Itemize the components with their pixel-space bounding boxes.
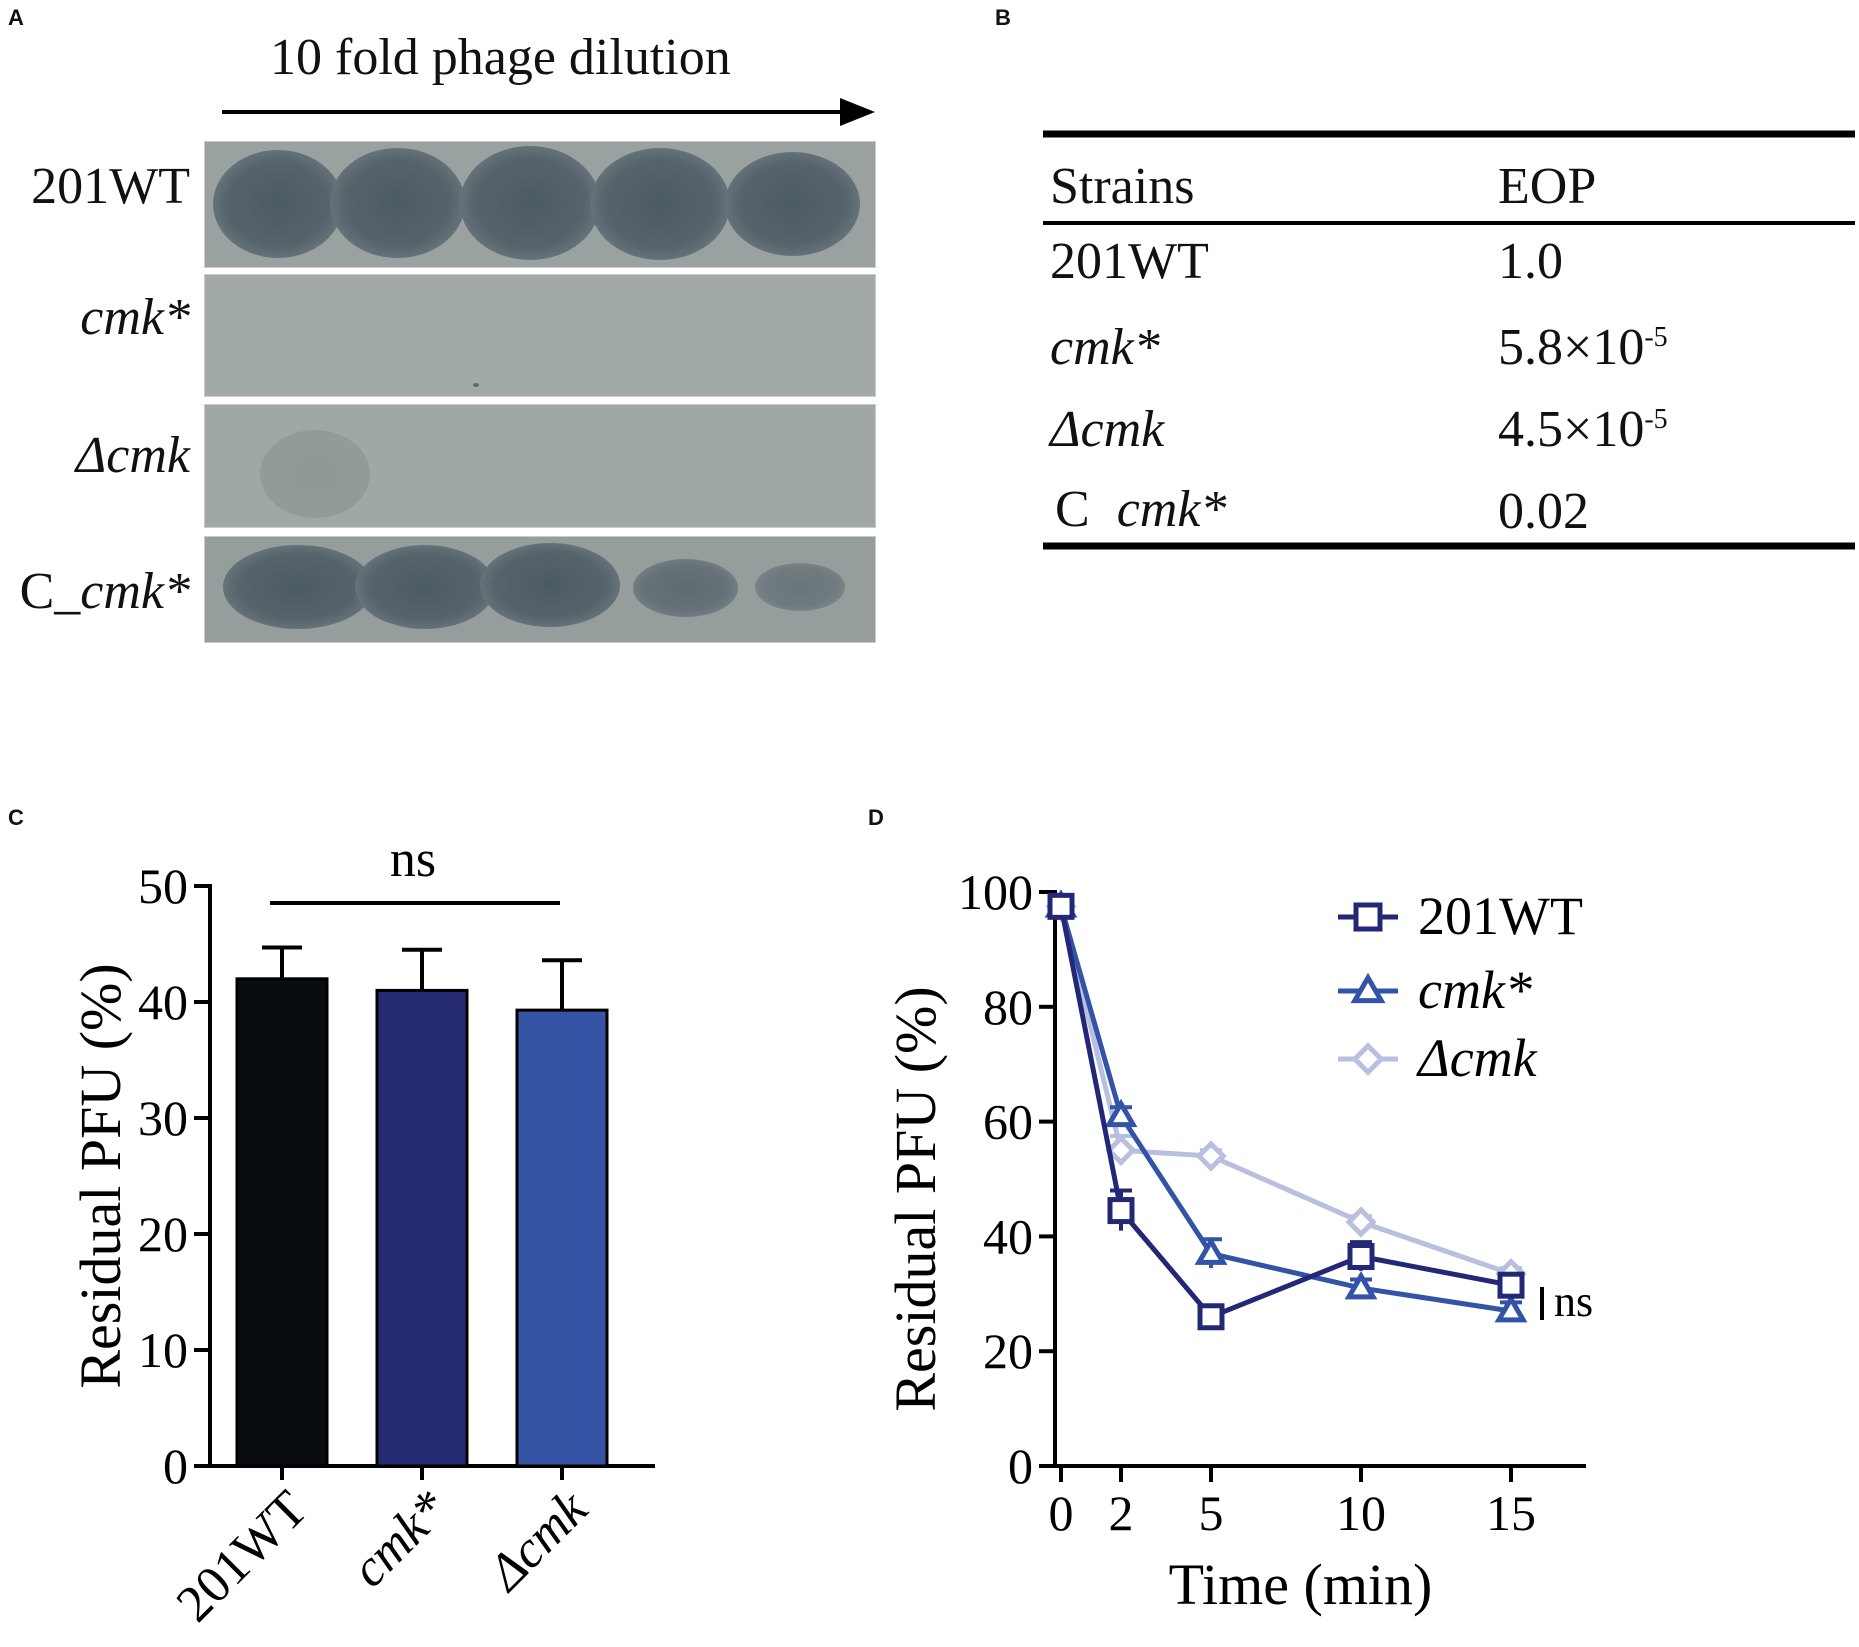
bar: [375, 988, 469, 1468]
y-tick-label: 20: [138, 1206, 188, 1262]
x-tick-label: 2: [1109, 1485, 1134, 1541]
panel-b-letter: B: [995, 5, 1011, 30]
data-point: [1347, 1242, 1375, 1270]
data-point: [1344, 1270, 1378, 1300]
strain-label-prefix: C_: [19, 563, 81, 620]
panel-c-letter: C: [8, 805, 24, 830]
table-row-eop: 4.5×10-5: [1498, 401, 1668, 458]
y-tick-label: 30: [138, 1090, 188, 1146]
plate-c-cmk: [204, 536, 876, 643]
x-tick-label: 5: [1199, 1485, 1224, 1541]
legend-label: cmk*: [1418, 960, 1532, 1020]
data-point: [1194, 1236, 1228, 1265]
legend-marker: [1353, 902, 1383, 932]
strain-label-delta-cmk: Δcmk: [75, 427, 190, 484]
strain-label-italic: cmk*: [80, 563, 190, 620]
bar: [515, 1008, 609, 1468]
data-point: [1345, 1206, 1377, 1238]
plaque-spot: [223, 545, 373, 629]
y-axis-title: Residual PFU (%): [883, 986, 948, 1411]
plaque-spot: [725, 152, 860, 256]
table-header-eop: EOP: [1498, 158, 1597, 215]
plate-cmk: [204, 274, 876, 397]
y-tick-label: 0: [163, 1438, 188, 1494]
plaque-spot: [460, 146, 600, 260]
bar-chart-c: 0 10 20 30 40 50 201WT cmk* Δcmk ns Residual PFU (…: [68, 831, 655, 1633]
legend-marker: [1350, 972, 1386, 1004]
y-tick-label: 40: [983, 1208, 1033, 1264]
significance-label: ns: [1554, 1277, 1593, 1326]
plate-201wt: [204, 141, 876, 268]
data-point: [1107, 1197, 1135, 1225]
y-tick-label: 40: [138, 974, 188, 1030]
y-tick-label: 80: [983, 979, 1033, 1035]
y-axis-title: Residual PFU (%): [68, 963, 133, 1388]
y-tick-label: 0: [1008, 1438, 1033, 1494]
plaque-spot: [633, 559, 738, 617]
data-point: [1104, 1098, 1138, 1128]
data-point: [1197, 1303, 1225, 1331]
plaque-spot: [590, 148, 730, 260]
x-tick-label: 201WT: [166, 1480, 319, 1633]
bar: [235, 977, 329, 1468]
plaque-spot: [213, 150, 343, 258]
dilution-arrow: [222, 98, 875, 126]
table-row-strain: Δcmk: [1050, 401, 1165, 458]
y-tick-label: 100: [958, 864, 1033, 920]
table-row-eop: 5.8×10-5: [1498, 319, 1668, 376]
faint-plaque-spot: [260, 430, 370, 518]
data-point: [1497, 1271, 1525, 1299]
dilution-label: 10 fold phage dilution: [270, 29, 731, 86]
plate-delta-cmk: [204, 404, 876, 528]
table-row-strain: C cmk*: [1055, 481, 1227, 538]
legend-label: Δcmk: [1416, 1028, 1538, 1088]
eop-table-rules: [1043, 130, 1855, 550]
table-row-eop: 0.02: [1498, 483, 1589, 540]
data-point: [1047, 892, 1075, 920]
x-tick-label: 10: [1336, 1485, 1386, 1541]
significance-label: ns: [390, 831, 436, 888]
table-row-eop: 1.0: [1498, 233, 1563, 290]
table-row-strain: 201WT: [1050, 233, 1209, 290]
x-tick-label: Δcmk: [476, 1480, 599, 1603]
x-tick-label: 15: [1486, 1485, 1536, 1541]
legend-marker: [1351, 1042, 1385, 1076]
y-tick-label: 20: [983, 1323, 1033, 1379]
data-point: [1105, 1134, 1137, 1166]
strain-label-201wt: 201WT: [31, 158, 190, 215]
panel-a-letter: A: [8, 5, 24, 30]
table-row-strain: cmk*: [1050, 319, 1160, 376]
plaque-spot: [330, 148, 465, 258]
data-point: [1195, 1140, 1227, 1172]
plaque-spot: [355, 545, 495, 629]
strain-label-c-cmk: C_cmk*: [0, 562, 190, 621]
y-tick-label: 50: [138, 858, 188, 914]
y-tick-label: 60: [983, 1094, 1033, 1150]
data-point: [1494, 1293, 1528, 1323]
x-tick-label: cmk*: [341, 1480, 459, 1598]
y-tick-label: 10: [138, 1322, 188, 1378]
legend-label: 201WT: [1418, 886, 1583, 946]
plaque-spot: [755, 563, 845, 611]
plaque-spot: [480, 543, 620, 627]
table-header-strains: Strains: [1050, 158, 1195, 215]
debris-speck: [473, 383, 479, 387]
strain-label-cmk: cmk*: [80, 289, 190, 346]
x-tick-label: 0: [1049, 1485, 1074, 1541]
panel-d-letter: D: [868, 805, 884, 830]
x-axis-title: Time (min): [1169, 1552, 1433, 1617]
